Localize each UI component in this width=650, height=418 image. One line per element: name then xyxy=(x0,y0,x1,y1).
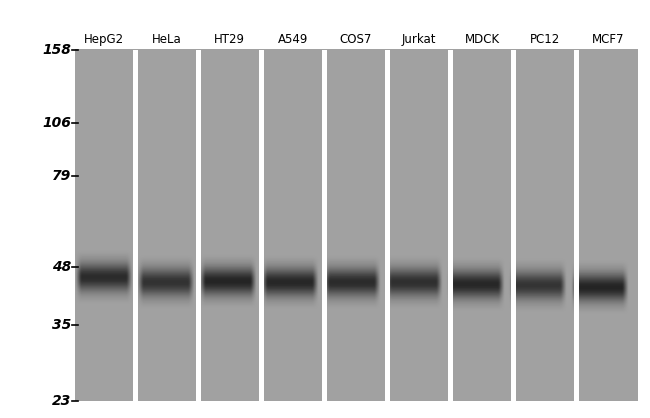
FancyBboxPatch shape xyxy=(390,50,448,401)
FancyBboxPatch shape xyxy=(322,50,327,401)
FancyBboxPatch shape xyxy=(138,50,196,401)
FancyBboxPatch shape xyxy=(448,50,453,401)
Text: 106: 106 xyxy=(43,116,72,130)
Text: MCF7: MCF7 xyxy=(592,33,624,46)
FancyBboxPatch shape xyxy=(511,50,516,401)
Text: HT29: HT29 xyxy=(214,33,245,46)
FancyBboxPatch shape xyxy=(196,50,201,401)
Text: PC12: PC12 xyxy=(530,33,560,46)
FancyBboxPatch shape xyxy=(579,50,637,401)
Text: 158: 158 xyxy=(43,43,72,57)
FancyBboxPatch shape xyxy=(516,50,574,401)
FancyBboxPatch shape xyxy=(327,50,385,401)
Text: A549: A549 xyxy=(278,33,308,46)
Text: 79: 79 xyxy=(52,169,72,184)
FancyBboxPatch shape xyxy=(133,50,138,401)
FancyBboxPatch shape xyxy=(574,50,579,401)
Text: 23: 23 xyxy=(52,394,72,408)
Text: Jurkat: Jurkat xyxy=(402,33,436,46)
FancyBboxPatch shape xyxy=(385,50,390,401)
Text: HeLa: HeLa xyxy=(152,33,181,46)
FancyBboxPatch shape xyxy=(453,50,511,401)
Text: COS7: COS7 xyxy=(340,33,372,46)
FancyBboxPatch shape xyxy=(75,50,133,401)
FancyBboxPatch shape xyxy=(259,50,264,401)
FancyBboxPatch shape xyxy=(75,50,637,401)
Text: 48: 48 xyxy=(52,260,72,274)
Text: HepG2: HepG2 xyxy=(84,33,124,46)
FancyBboxPatch shape xyxy=(201,50,259,401)
Text: 35: 35 xyxy=(52,318,72,332)
Text: MDCK: MDCK xyxy=(464,33,500,46)
FancyBboxPatch shape xyxy=(264,50,322,401)
